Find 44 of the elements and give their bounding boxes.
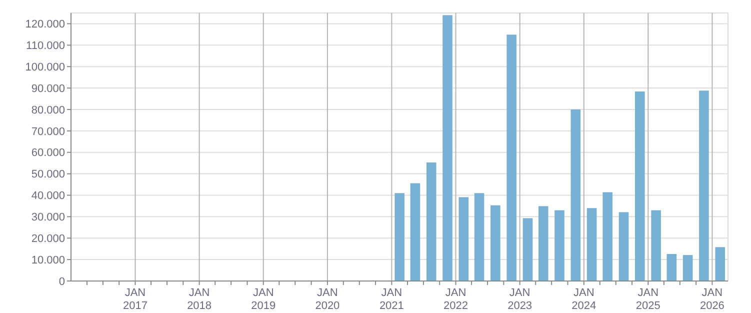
bar <box>410 183 420 281</box>
y-tick-label: 100.000 <box>25 61 65 74</box>
y-tick-label: 110.000 <box>26 40 65 52</box>
x-tick-label: JAN 2018 <box>187 287 212 312</box>
bar <box>618 212 629 281</box>
bar <box>586 208 597 281</box>
y-tick-label: 80.000 <box>31 104 65 116</box>
bar <box>682 255 693 281</box>
bar <box>602 192 612 281</box>
bar <box>554 210 564 281</box>
y-tick-label: 20.000 <box>31 232 65 245</box>
x-tick-label: JAN 2017 <box>123 287 148 312</box>
x-tick-label: JAN 2022 <box>444 287 468 312</box>
y-tick-label: 10.000 <box>31 254 65 266</box>
x-tick-label: JAN 2026 <box>700 287 724 312</box>
bar <box>634 91 645 281</box>
bar <box>538 206 548 281</box>
bar <box>666 254 677 281</box>
y-tick-label: 50.000 <box>31 168 65 181</box>
y-tick-label: 40.000 <box>31 190 65 202</box>
x-tick-label: JAN 2024 <box>572 287 596 312</box>
x-tick-label: JAN 2023 <box>508 287 532 312</box>
y-tick-label: 60.000 <box>31 147 65 160</box>
x-tick-label: JAN 2021 <box>379 287 404 312</box>
bar <box>394 193 404 281</box>
x-tick-label: JAN 2020 <box>315 287 340 312</box>
x-tick-label: JAN 2019 <box>251 287 276 312</box>
y-tick-label: 30.000 <box>31 212 65 224</box>
bar <box>458 197 469 281</box>
bar <box>474 193 484 281</box>
y-tick-label: 70.000 <box>31 126 65 138</box>
bar <box>426 162 436 281</box>
x-tick-label: JAN 2025 <box>636 287 660 312</box>
bar <box>715 247 725 281</box>
bar <box>442 15 452 281</box>
bar <box>506 34 516 281</box>
bar <box>699 90 709 281</box>
bar <box>651 210 661 281</box>
y-tick-label: 120.000 <box>25 18 65 31</box>
bar <box>490 205 500 281</box>
y-tick-label: 0 <box>58 276 65 288</box>
y-tick-label: 90.000 <box>31 82 65 95</box>
bar <box>522 218 533 281</box>
bar <box>570 109 581 281</box>
